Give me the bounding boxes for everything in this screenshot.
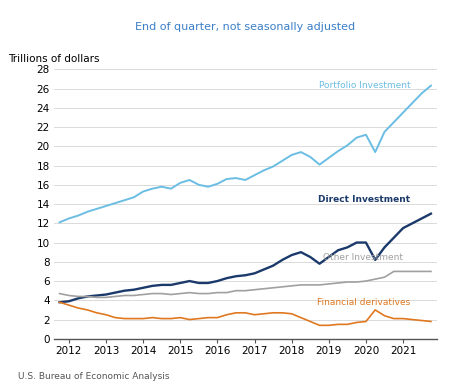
Text: Trillions of dollars: Trillions of dollars [8, 54, 99, 64]
Text: End of quarter, not seasonally adjusted: End of quarter, not seasonally adjusted [135, 22, 356, 32]
Text: Portfolio Investment: Portfolio Investment [319, 82, 410, 90]
Text: Financial derivatives: Financial derivatives [317, 298, 410, 307]
Text: U.S. Bureau of Economic Analysis: U.S. Bureau of Economic Analysis [18, 372, 170, 381]
Text: Other Investment: Other Investment [323, 253, 403, 262]
Text: Direct Investment: Direct Investment [319, 195, 410, 204]
